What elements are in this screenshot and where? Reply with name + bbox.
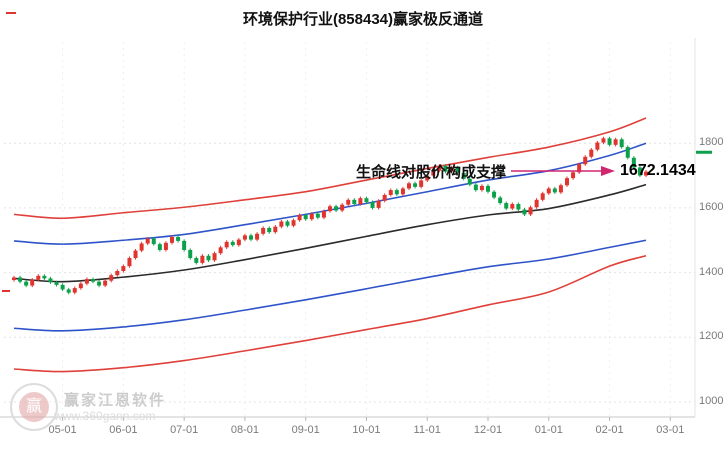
band-lower-blue <box>13 239 647 332</box>
y-axis-label: 1800 <box>699 136 724 149</box>
watermark-url: www.360gann.com <box>54 409 156 423</box>
band-lifeline-black <box>13 183 647 283</box>
axis-frame <box>0 38 696 421</box>
chart-title: 环境保护行业(858434)赢家极反通道 <box>242 11 484 28</box>
candlestick-series <box>12 136 648 295</box>
x-axis-label: 08-01 <box>230 424 259 436</box>
band-upper-blue <box>13 142 647 245</box>
brand-seal-icon: 赢 <box>19 392 49 422</box>
x-axis-label: 10-01 <box>352 424 381 436</box>
x-axis-label: 01-01 <box>534 424 563 436</box>
support-annotation: 生命线对股价构成支撑 1672.1434 <box>356 160 696 182</box>
watermark-logo: 赢 <box>10 383 58 431</box>
x-axis-label: 05-01 <box>48 424 77 436</box>
y-axis-label: 1200 <box>699 330 724 343</box>
watermark-brand: 赢家江恩软件 <box>64 392 167 409</box>
x-axis-label: 03-01 <box>656 424 685 436</box>
y-axis-label: 1000 <box>699 395 724 407</box>
y-axis-label: 1400 <box>699 265 724 278</box>
lifeline-price-value: 1672.1434 <box>620 162 696 179</box>
x-axis-label: 09-01 <box>291 424 320 436</box>
band-upper-red <box>13 117 647 220</box>
x-axis-label: 06-01 <box>109 424 138 436</box>
band-lower-red <box>13 255 647 373</box>
annotation-text: 生命线对股价构成支撑 <box>356 163 507 181</box>
x-axis-label: 02-01 <box>595 424 624 436</box>
gridlines <box>4 42 695 417</box>
x-axis-label: 11-01 <box>413 424 441 436</box>
x-axis-label: 07-01 <box>170 424 199 436</box>
right-arrow-icon <box>511 166 616 176</box>
y-axis-label: 1600 <box>699 200 724 213</box>
x-axis-label: 12-01 <box>473 424 503 436</box>
